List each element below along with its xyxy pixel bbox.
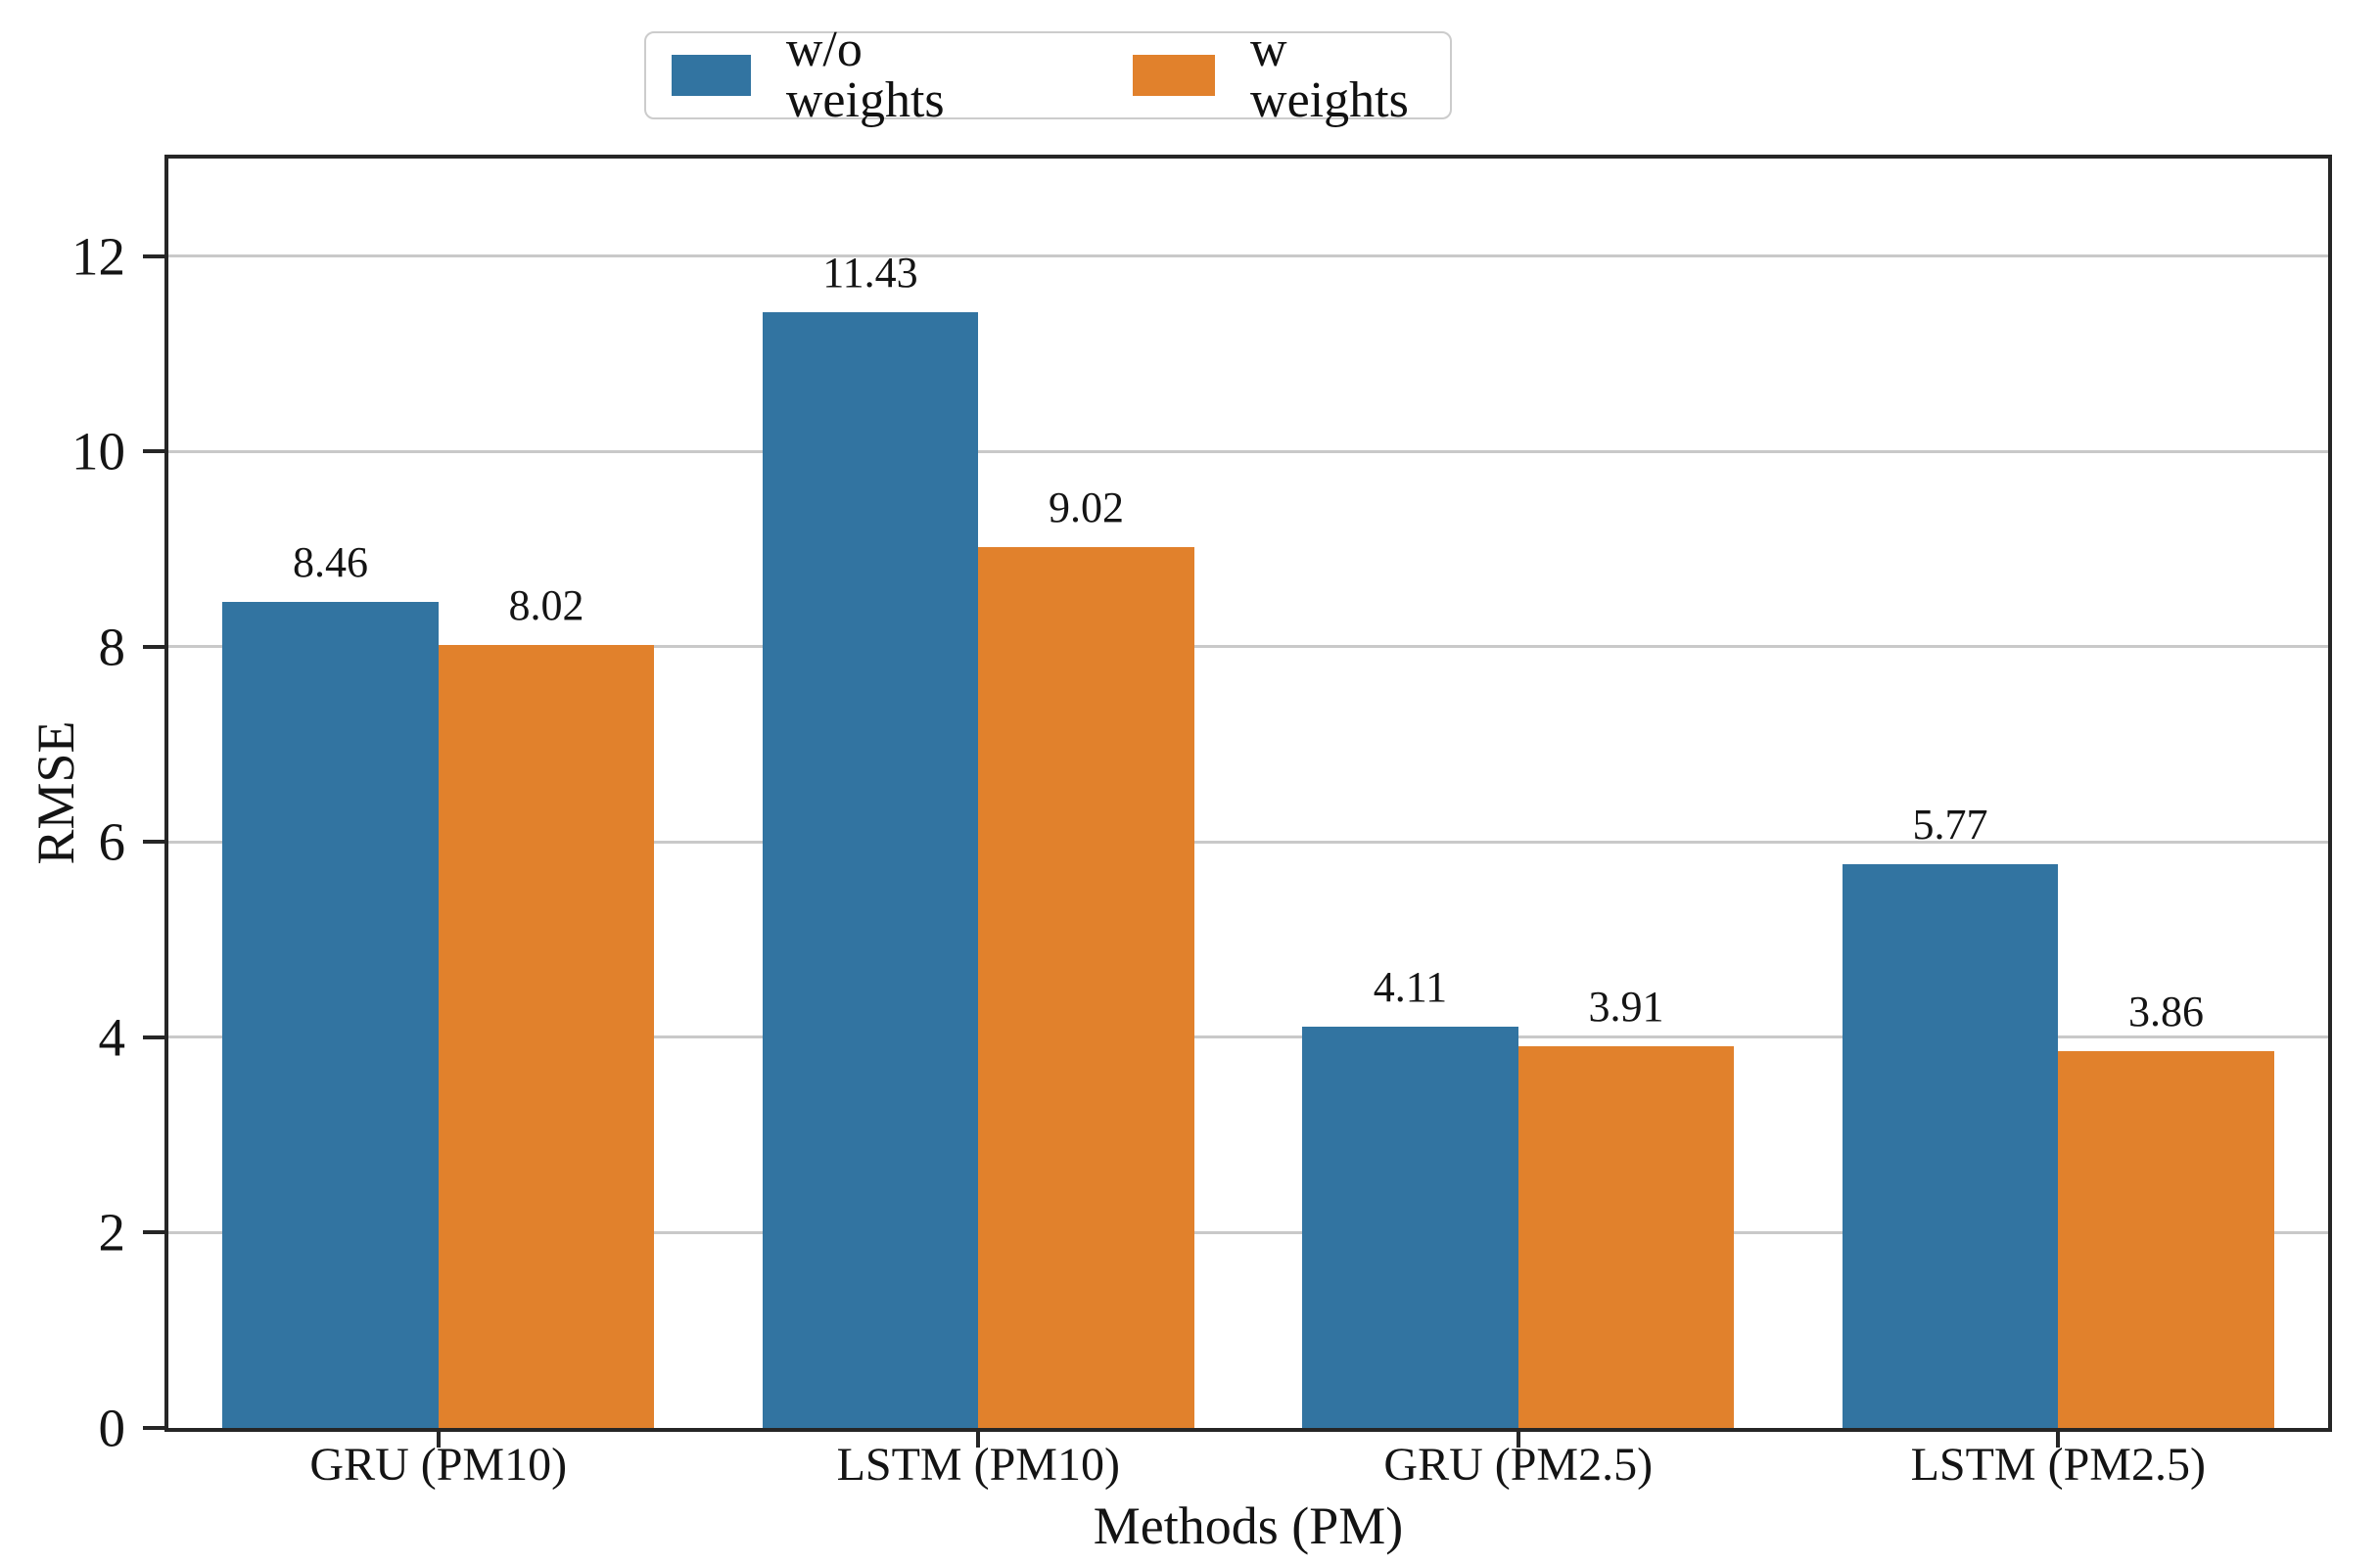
bar-w-o-weights-1 <box>222 601 439 1428</box>
x-tick-label-4: LSTM (PM2.5) <box>1910 1439 2206 1491</box>
bar-value-label-w-o-weights-2: 11.43 <box>822 248 918 297</box>
y-tick-label-4: 4 <box>98 1007 126 1068</box>
y-tick-label-10: 10 <box>71 421 125 482</box>
y-tick-label-6: 6 <box>98 811 126 872</box>
legend-label-wo-weights: w/o weights <box>785 22 945 128</box>
legend: w/o weights w weights <box>644 24 1452 126</box>
legend-label-w-weights: w weights <box>1250 22 1409 128</box>
gridline-y10 <box>168 449 2328 453</box>
x-tick-mark-3 <box>1516 1430 1520 1448</box>
bar-value-label-w-o-weights-3: 4.11 <box>1373 962 1448 1011</box>
x-axis-label: Methods (PM) <box>1093 1496 1404 1555</box>
gridline-y12 <box>168 254 2328 258</box>
x-tick-mark-4 <box>2056 1430 2061 1448</box>
bar-w-o-weights-2 <box>762 311 979 1428</box>
bar-value-label-w-weights-1: 8.02 <box>508 580 584 629</box>
gridline-y6 <box>168 840 2328 844</box>
legend-swatch-w-weights-icon <box>1133 55 1216 96</box>
y-tick-mark-8 <box>143 644 166 649</box>
gridline-y2 <box>168 1230 2328 1234</box>
bar-value-label-w-o-weights-4: 5.77 <box>1912 801 1988 850</box>
bar-value-label-w-weights-4: 3.86 <box>2128 987 2205 1035</box>
bar-w-weights-2 <box>978 547 1194 1428</box>
y-tick-mark-12 <box>143 253 166 258</box>
y-tick-mark-2 <box>143 1230 166 1235</box>
y-tick-label-12: 12 <box>71 226 125 287</box>
x-tick-label-1: GRU (PM10) <box>309 1439 568 1491</box>
bar-w-weights-4 <box>2058 1050 2274 1428</box>
bar-value-label-w-weights-3: 3.91 <box>1588 982 1664 1031</box>
gridline-y8 <box>168 645 2328 649</box>
bar-value-label-w-o-weights-1: 8.46 <box>292 537 368 586</box>
legend-swatch-wo-weights-icon <box>672 55 751 96</box>
y-tick-label-0: 0 <box>98 1398 126 1458</box>
plot-area: 0 2 4 6 8 10 12 GRU (PM10) 8.46 8.02 LSTM (PM10) 11… <box>71 155 2332 1489</box>
bar-w-weights-3 <box>1517 1045 1735 1428</box>
y-tick-mark-4 <box>143 1035 166 1039</box>
y-tick-mark-10 <box>143 449 166 454</box>
y-axis-label: RMSE <box>26 720 85 865</box>
bar-value-label-w-weights-2: 9.02 <box>1049 483 1125 532</box>
y-tick-label-8: 8 <box>98 617 126 677</box>
legend-entry-wo-weights: w/o weights <box>672 24 986 126</box>
legend-entry-w-weights: w weights <box>1133 24 1424 126</box>
x-tick-mark-2 <box>976 1430 981 1448</box>
x-tick-mark-1 <box>436 1430 441 1448</box>
y-tick-label-2: 2 <box>98 1202 126 1263</box>
bar-w-o-weights-4 <box>1842 864 2059 1428</box>
bar-w-weights-1 <box>438 644 655 1428</box>
y-tick-mark-6 <box>143 840 166 845</box>
gridline-y4 <box>168 1035 2328 1039</box>
bar-w-o-weights-3 <box>1302 1026 1518 1428</box>
y-tick-mark-0 <box>143 1426 166 1430</box>
x-tick-label-2: LSTM (PM10) <box>836 1439 1120 1491</box>
x-tick-label-3: GRU (PM2.5) <box>1383 1439 1654 1491</box>
